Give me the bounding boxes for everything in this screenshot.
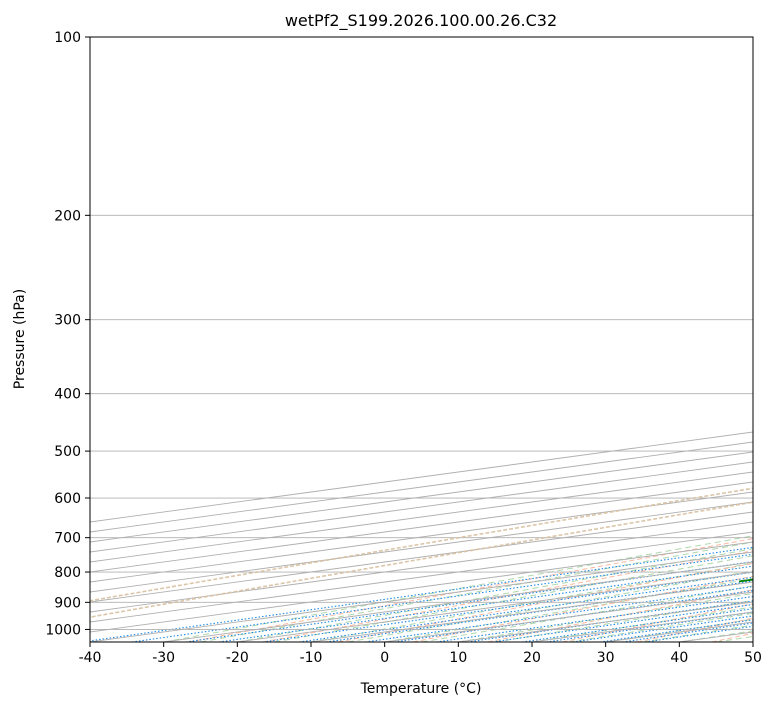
isotherm-line — [90, 481, 753, 573]
isotherm-line — [90, 461, 753, 553]
y-tick-label: 900 — [54, 595, 81, 611]
y-tick-label: 300 — [54, 313, 81, 329]
mixing-ratio-lines — [90, 546, 753, 642]
x-tick-label: -20 — [226, 650, 249, 666]
moist-adiabat-label: 40 — [751, 581, 771, 601]
y-tick-label: 400 — [54, 387, 81, 403]
y-tick-label: 1000 — [45, 622, 81, 638]
x-tick-label: 10 — [449, 650, 467, 666]
reference-curve — [90, 487, 753, 602]
chart-title: wetPf2_S199.2026.100.00.26.C32 — [285, 11, 557, 31]
mixing-ratio-line — [326, 580, 753, 642]
pressure-gridlines — [90, 37, 753, 630]
y-tick-label: 200 — [54, 208, 81, 224]
reference-curves — [90, 487, 753, 618]
x-tick-label: 0 — [380, 650, 389, 666]
isotherm-line — [90, 501, 753, 593]
x-tick-label: -30 — [152, 650, 175, 666]
isotherm-line — [90, 471, 753, 563]
plot-area-background — [90, 37, 753, 642]
plot-frame — [89, 36, 754, 643]
y-tick-label: 700 — [54, 531, 81, 547]
mixing-ratio-line — [262, 571, 753, 642]
mixing-ratio-line — [522, 608, 753, 642]
isotherm-line — [90, 491, 753, 583]
isotherm-line — [90, 511, 753, 603]
x-axis-label: Temperature (°C) — [360, 681, 482, 697]
y-tick-label: 500 — [54, 444, 81, 460]
x-tick-label: 30 — [597, 650, 615, 666]
x-tick-label: 40 — [670, 650, 688, 666]
isotherm-line — [90, 521, 753, 613]
isotherms — [90, 431, 753, 642]
isotherm-line — [90, 451, 753, 543]
x-tick-label: 50 — [744, 650, 762, 666]
y-tick-label: 600 — [54, 491, 81, 507]
plot-area: -100-90-80-70-60-50-40-30-20-10010203040… — [90, 37, 771, 642]
y-tick-label: 800 — [54, 565, 81, 581]
axis-ticks: -40 -30 -20 -10 0 10 20 30 40 50 100 200 300 400 500 60… — [45, 30, 762, 666]
x-tick-label: -10 — [300, 650, 323, 666]
reference-curve — [90, 501, 753, 618]
x-tick-label: 20 — [523, 650, 541, 666]
isotherm-line — [90, 531, 753, 623]
x-tick-label: -40 — [79, 650, 102, 666]
line-labels: -100-90-80-70-60-50-40-30-20-10010203040… — [751, 581, 771, 601]
mixing-ratio-line — [299, 576, 753, 642]
y-tick-label: 100 — [54, 30, 81, 46]
y-axis-label: Pressure (hPa) — [12, 289, 28, 389]
